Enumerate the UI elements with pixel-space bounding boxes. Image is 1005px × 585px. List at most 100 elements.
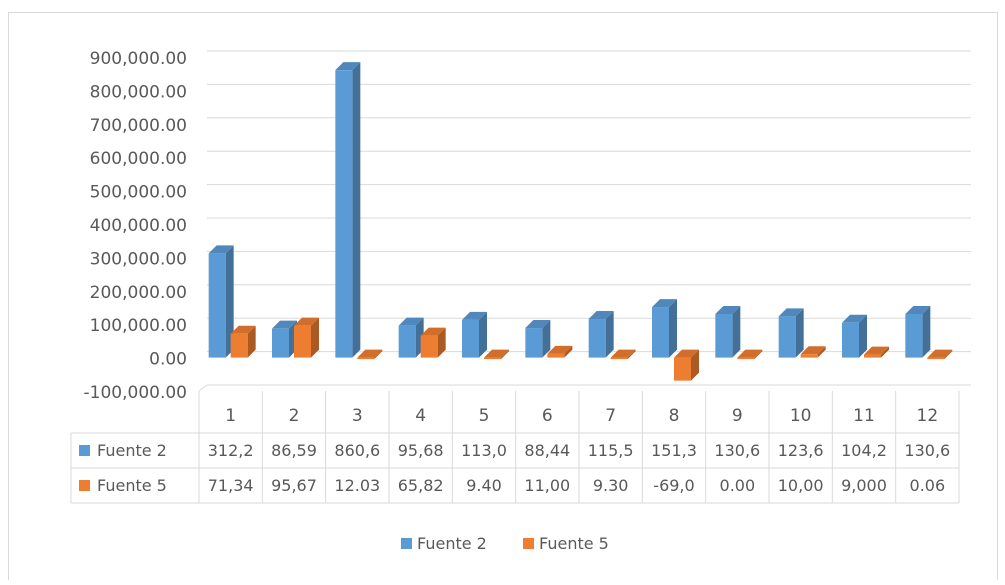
bar-side [817, 346, 826, 358]
bar [715, 313, 733, 358]
bar-side [352, 62, 361, 358]
y-tick-label: 500,000.00 [90, 183, 187, 203]
bar-top [800, 346, 826, 355]
bar-top [652, 299, 677, 308]
bar-side [225, 245, 234, 358]
bar-top [208, 245, 234, 254]
table-legend-key [79, 480, 90, 491]
legend-label: Fuente 2 [417, 534, 487, 553]
y-tick-label: 300,000.00 [90, 249, 187, 269]
bar-side [944, 349, 953, 360]
bar-top [927, 349, 953, 358]
chart-area: 900,000.00 800,000.00 700,000.00 600,000.00… [8, 12, 998, 580]
table-cell: 86,59 [271, 441, 317, 460]
y-tick-label: 400,000.00 [90, 216, 187, 236]
bar [778, 316, 796, 358]
category-label: 2 [289, 406, 300, 426]
bar-top [420, 327, 446, 336]
legend-key [401, 538, 412, 549]
bar-top [398, 317, 424, 326]
bar-side [669, 299, 677, 358]
y-tick-label: 900,000.00 [90, 49, 187, 69]
bar [842, 322, 859, 358]
table-cell: -69,0 [653, 476, 694, 495]
chart-svg: 900,000.00 800,000.00 700,000.00 600,000.00… [70, 49, 971, 553]
y-tick-label: 200,000.00 [90, 283, 187, 303]
table-cell: 113,0 [461, 441, 507, 460]
table-cell: 11,00 [524, 476, 570, 495]
bar-top [335, 62, 361, 71]
bar [800, 354, 818, 358]
bar-side [881, 346, 889, 358]
bar-top [357, 349, 383, 358]
bar-top [230, 325, 256, 334]
bar [610, 357, 628, 360]
bar [525, 328, 543, 358]
bar-side [605, 311, 614, 358]
category-label: 7 [605, 406, 616, 426]
table-series-name: Fuente 2 [97, 441, 167, 460]
bar-side [542, 320, 551, 358]
table-cell: 123,6 [778, 441, 824, 460]
bar-top [547, 345, 573, 354]
bar-top [778, 308, 804, 317]
category-label: 8 [669, 406, 680, 426]
category-label: 11 [853, 406, 875, 426]
bar [484, 357, 501, 360]
bar-top [715, 305, 741, 314]
bar [737, 357, 755, 360]
table-cell: 9.40 [466, 476, 502, 495]
table-cell: 151,3 [651, 441, 697, 460]
bar-side [795, 308, 804, 358]
table-cell: 115,5 [588, 441, 634, 460]
y-tick-label: 0.00 [149, 350, 187, 370]
bar-top [674, 349, 699, 358]
bar [208, 253, 226, 358]
table-cell: 312,2 [208, 441, 254, 460]
y-tick-label: -100,000.00 [84, 383, 187, 403]
category-label: 1 [225, 406, 236, 426]
category-label: 5 [479, 406, 490, 426]
bar-side [247, 325, 256, 358]
bar-side [564, 345, 573, 358]
table-cell: 0.06 [910, 476, 946, 495]
bar [547, 353, 565, 358]
category-label: 10 [790, 406, 812, 426]
bar [927, 357, 945, 360]
category-label: 9 [732, 406, 743, 426]
table-cell: 88,44 [524, 441, 570, 460]
y-tick-label: 700,000.00 [90, 116, 187, 136]
bar [864, 354, 881, 358]
bar [230, 333, 248, 358]
bar-side [691, 349, 699, 381]
table-cell: 9.30 [593, 476, 629, 495]
table-cell: 95,68 [398, 441, 444, 460]
bar-top [737, 349, 763, 358]
table-cell: 130,6 [904, 441, 950, 460]
bar-top [842, 314, 867, 323]
table-cell: 9,000 [841, 476, 887, 495]
table-cell: 10,00 [778, 476, 824, 495]
bar-top [588, 311, 614, 320]
bar-side [501, 349, 509, 360]
bar [335, 70, 353, 358]
bar [905, 313, 923, 358]
bar-side [732, 305, 741, 358]
bar-top [272, 320, 297, 329]
bar-top [864, 346, 889, 355]
bar [398, 325, 416, 358]
category-label: 6 [542, 406, 553, 426]
bar [652, 307, 669, 358]
table-legend-key [79, 445, 90, 456]
table-cell: 104,2 [841, 441, 887, 460]
category-label: 4 [415, 406, 426, 426]
bar [588, 319, 606, 358]
bar [272, 328, 289, 358]
y-tick-label: 800,000.00 [90, 82, 187, 102]
category-label: 12 [917, 406, 939, 426]
table-series-name: Fuente 5 [97, 476, 167, 495]
bar-side [754, 349, 763, 360]
category-label: 3 [352, 406, 363, 426]
bar-side [859, 314, 867, 358]
table-cell: 71,34 [208, 476, 254, 495]
